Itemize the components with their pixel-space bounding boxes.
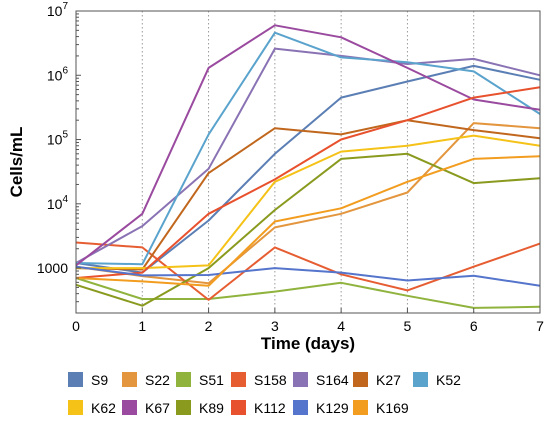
legend-item-s158: S158 (231, 372, 287, 388)
legend-label: K169 (376, 400, 409, 416)
x-tick-label-1: 1 (138, 318, 146, 334)
series-line-k169 (75, 155, 541, 287)
y-tick-label-4: 107 (47, 1, 69, 19)
y-tick-label-0: 1000 (37, 260, 68, 276)
series-line-k52 (75, 31, 541, 266)
series-line-k129 (75, 265, 541, 287)
legend-item-k27: K27 (353, 372, 401, 388)
series-line-k67 (75, 24, 541, 267)
legend-item-s51: S51 (176, 372, 224, 388)
legend-swatch (68, 400, 83, 415)
legend-swatch (293, 400, 308, 415)
x-tick-label-5: 5 (404, 318, 412, 334)
x-axis-title: Time (days) (261, 334, 355, 353)
plot-frame (75, 10, 541, 314)
series-line-k112 (75, 86, 541, 279)
legend-label: S9 (91, 372, 108, 388)
series-line-k62 (76, 134, 541, 270)
legend-swatch (353, 372, 368, 387)
legend-item-s9: S9 (68, 372, 108, 388)
series-line-s22 (75, 122, 541, 285)
legend-item-s164: S164 (293, 372, 349, 388)
legend-label: K129 (316, 400, 349, 416)
legend-swatch (176, 400, 191, 415)
legend-item-k52: K52 (413, 372, 461, 388)
legend-label: S164 (316, 372, 349, 388)
legend-label: K112 (254, 400, 286, 416)
series-line-k27 (75, 119, 541, 271)
series-line-k89 (75, 152, 541, 307)
legend-swatch (231, 372, 246, 387)
series-line-s158 (75, 241, 541, 301)
legend-swatch (231, 400, 246, 415)
legend-swatch (122, 400, 137, 415)
legend-label: K52 (436, 372, 461, 388)
x-tick-label-6: 6 (470, 318, 478, 334)
legend-label: K62 (91, 400, 116, 416)
x-tick-label-2: 2 (205, 318, 213, 334)
x-tick-label-7: 7 (536, 318, 544, 334)
series-line-s164 (75, 47, 541, 264)
legend-label: S51 (199, 372, 224, 388)
x-tick-label-3: 3 (271, 318, 279, 334)
y-tick-label-2: 105 (47, 130, 69, 148)
legend-item-s22: S22 (122, 372, 170, 388)
legend-item-k67: K67 (122, 400, 170, 416)
legend-swatch (68, 372, 83, 387)
y-tick-label-3: 106 (47, 65, 69, 83)
legend-label: K89 (199, 400, 224, 416)
x-tick-label-4: 4 (337, 318, 345, 334)
legend-swatch (122, 372, 137, 387)
legend-item-k89: K89 (176, 400, 224, 416)
legend-item-k112: K112 (231, 400, 286, 416)
legend-item-k129: K129 (293, 400, 349, 416)
axis-layer: 0 1 2 3 4 5 6 7 1000 104 105 106 107 (37, 1, 544, 334)
series-layer (75, 24, 541, 309)
legend-swatch (293, 372, 308, 387)
y-axis-title: Cells/mL (7, 127, 26, 198)
legend-label: S22 (145, 372, 170, 388)
x-tick-label-0: 0 (72, 318, 80, 334)
legend-swatch (413, 372, 428, 387)
legend-swatch (353, 400, 368, 415)
legend-swatch (176, 372, 191, 387)
legend-label: S158 (254, 372, 287, 388)
legend-label: K67 (145, 400, 170, 416)
legend-item-k169: K169 (353, 400, 409, 416)
y-tick-label-1: 104 (47, 194, 69, 212)
legend-label: K27 (376, 372, 401, 388)
legend-item-k62: K62 (68, 400, 116, 416)
legend: S9 S22 S51 S158 S164 K27 K52 K62 K67 K89 K112 K129 K… (68, 372, 461, 416)
